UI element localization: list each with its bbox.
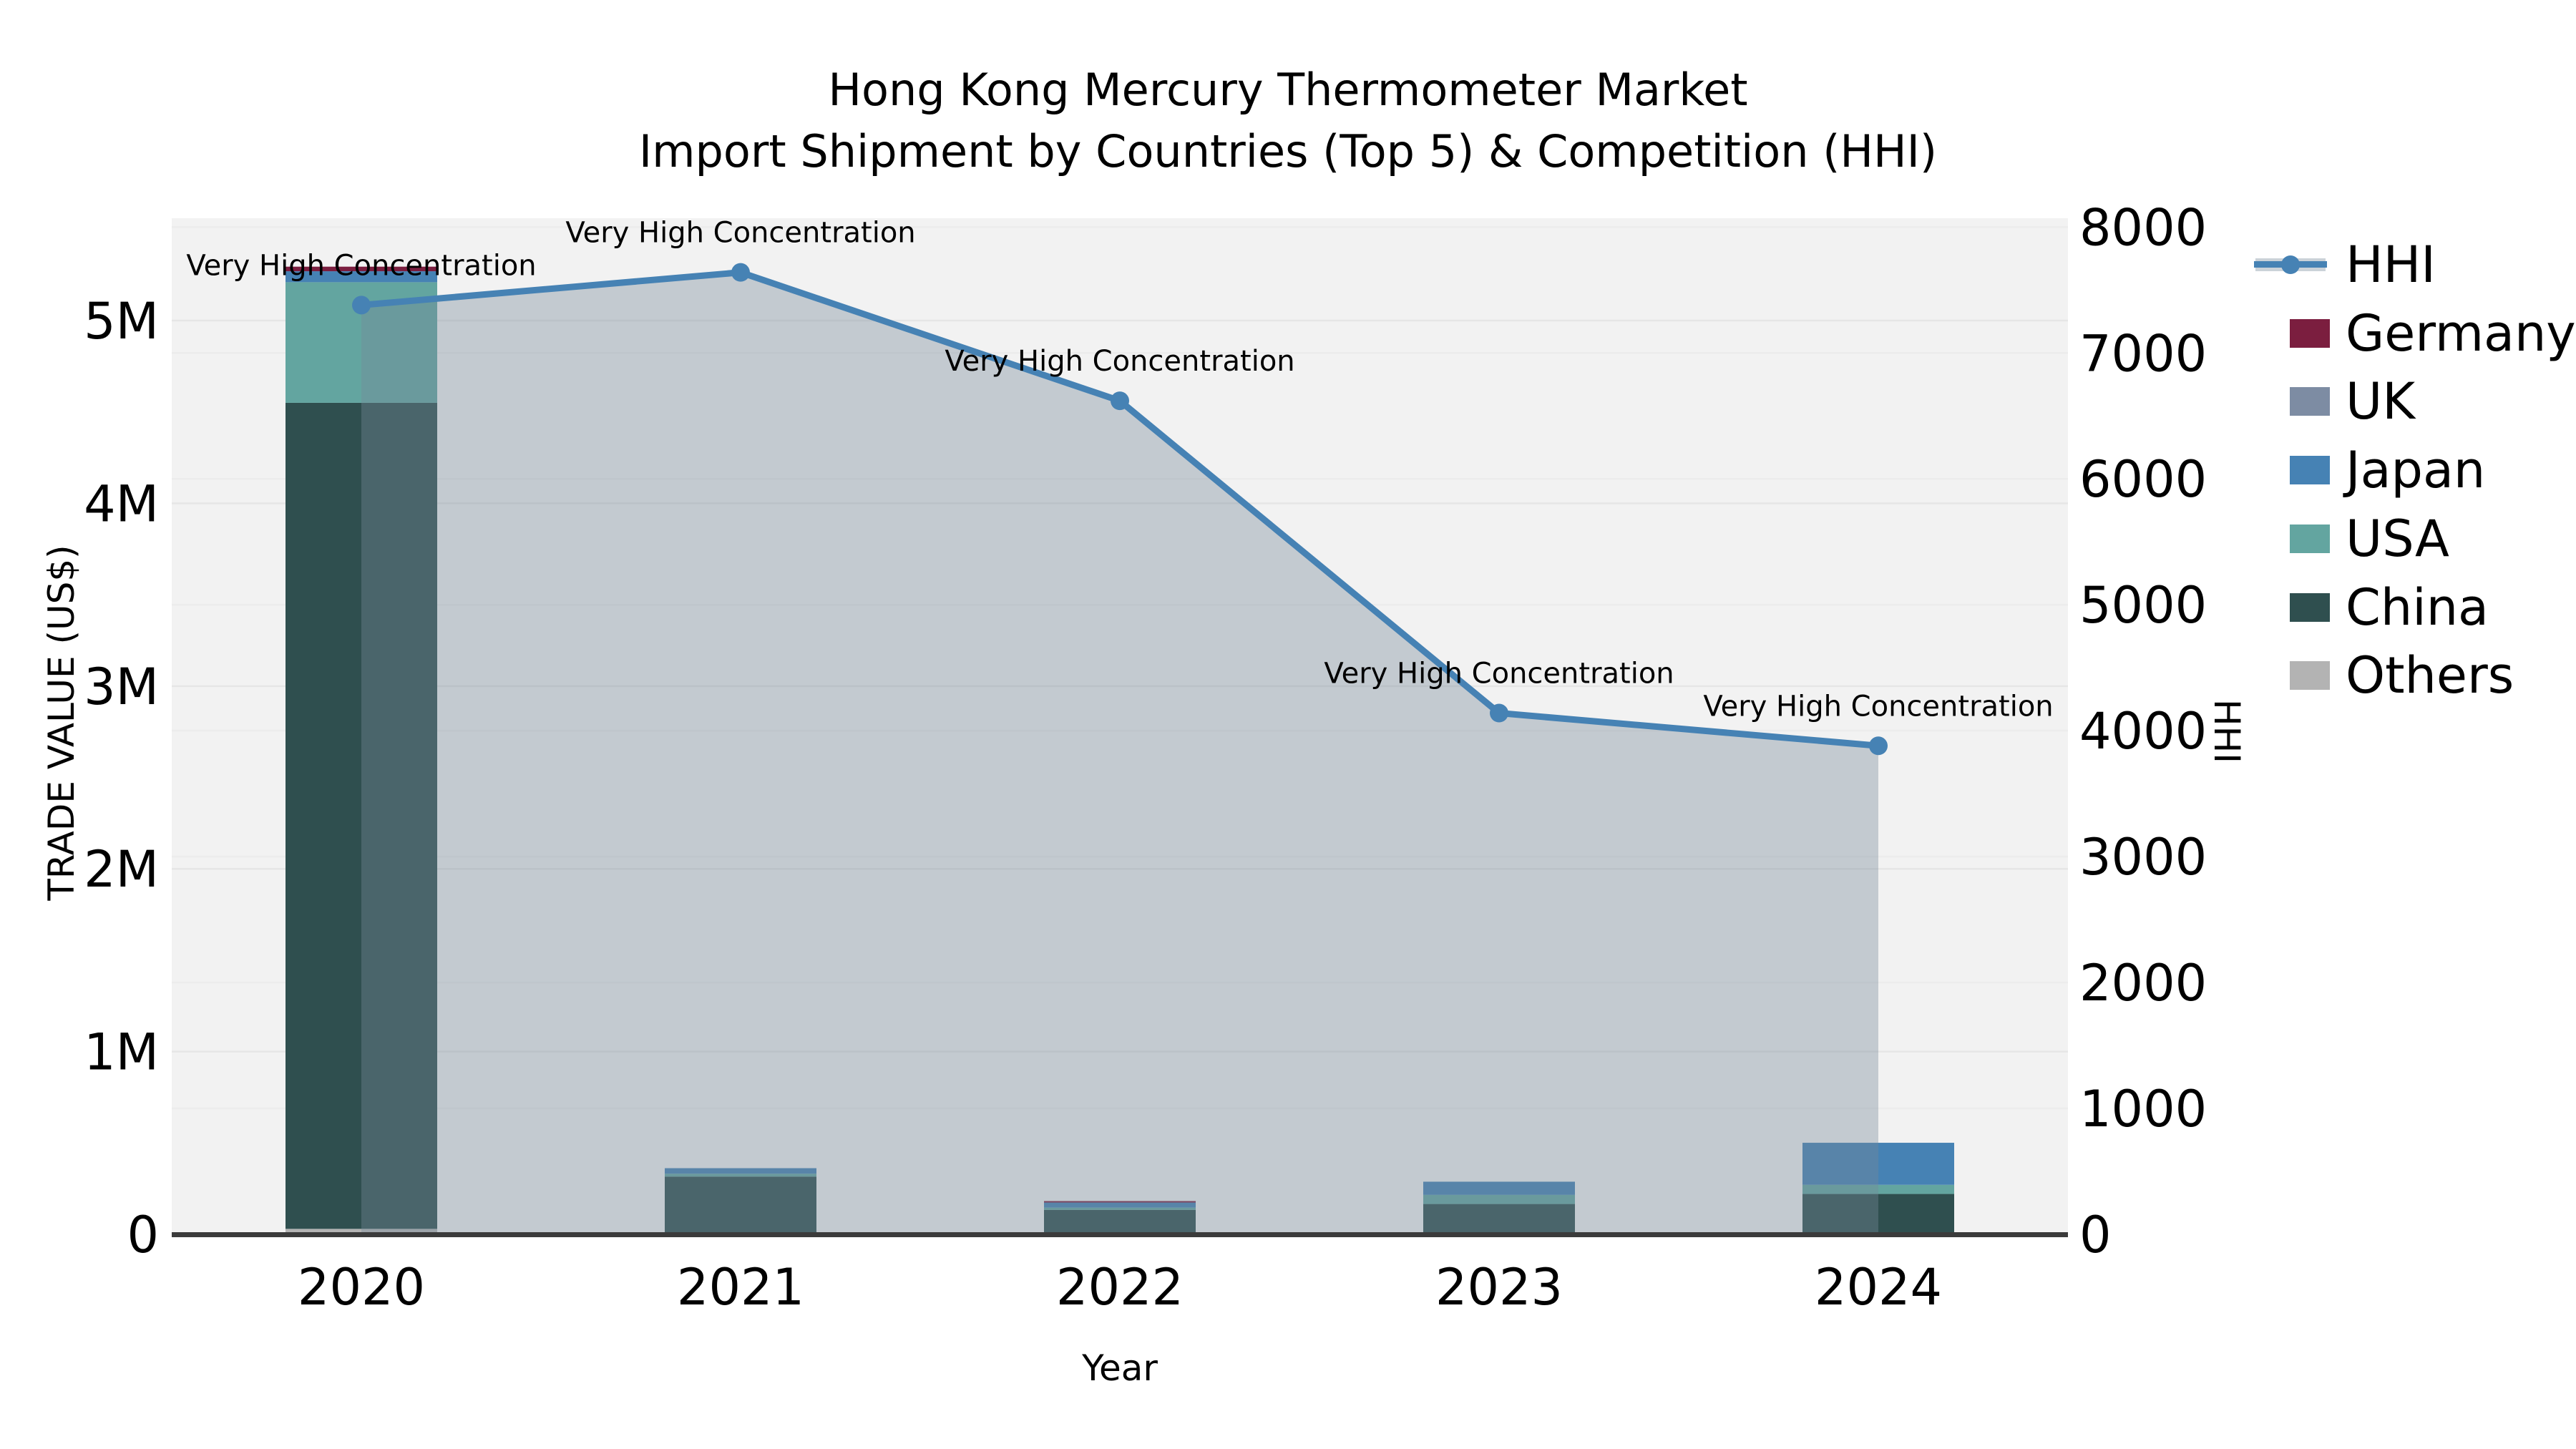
legend-label: USA — [2346, 509, 2449, 568]
plot-background — [172, 218, 2068, 1237]
left-axis-title: TRADE VALUE (US$) — [41, 545, 82, 901]
bar-segment-usa-2023 — [1423, 1194, 1575, 1204]
left-tick-label: 2M — [84, 840, 159, 899]
legend-item-germany: Germany — [2254, 299, 2576, 368]
hhi-area — [361, 272, 1878, 1234]
others-swatch — [2290, 661, 2330, 691]
bar-segment-japan-2023 — [1423, 1181, 1575, 1195]
right-tick-label: 6000 — [2079, 450, 2207, 509]
legend-item-china: China — [2254, 573, 2576, 642]
hhi-marker-2023 — [1490, 703, 1508, 723]
left-tick-label: 4M — [84, 474, 159, 533]
annotation-2023: Very High Concentration — [1324, 658, 1674, 691]
legend-label: HHI — [2346, 235, 2436, 294]
x-axis-spine — [172, 1232, 2068, 1237]
japan-swatch — [2290, 456, 2330, 485]
legend-label: UK — [2346, 372, 2416, 431]
legend-item-uk: UK — [2254, 367, 2576, 436]
right-tick-label: 4000 — [2079, 702, 2207, 761]
legend-label: Japan — [2346, 441, 2486, 500]
china-swatch — [2290, 592, 2330, 622]
annotation-2020: Very High Concentration — [186, 249, 536, 282]
bar-segment-japan-2021 — [665, 1168, 816, 1174]
legend-label: Others — [2346, 646, 2514, 706]
bar-segment-usa-2021 — [665, 1174, 816, 1177]
left-tick-label: 5M — [84, 292, 159, 351]
bar-segment-others-2020 — [286, 1229, 437, 1234]
uk-swatch — [2290, 387, 2330, 416]
x-tick-label: 2022 — [1056, 1258, 1184, 1317]
right-tick-label: 5000 — [2079, 576, 2207, 635]
chart-title: Hong Kong Mercury Thermometer Market — [828, 64, 1748, 116]
annotation-2022: Very High Concentration — [945, 345, 1294, 378]
usa-swatch — [2290, 524, 2330, 553]
x-tick-label: 2020 — [298, 1258, 425, 1317]
bar-segment-china-2020 — [286, 402, 437, 1229]
hhi-marker-2024 — [1869, 736, 1888, 756]
x-tick-label: 2023 — [1435, 1258, 1563, 1317]
hhi-marker-2022 — [1111, 391, 1129, 411]
annotation-2021: Very High Concentration — [565, 217, 915, 250]
bar-segment-germany-2020 — [286, 266, 437, 272]
x-tick-label: 2021 — [677, 1258, 804, 1317]
left-tick-label: 0 — [127, 1206, 159, 1264]
chart-subtitle: Import Shipment by Countries (Top 5) & C… — [638, 125, 1938, 177]
left-tick-label: 1M — [84, 1023, 159, 1082]
bar-segment-china-2021 — [665, 1176, 816, 1234]
hhi-marker-2021 — [731, 263, 750, 282]
annotation-2024: Very High Concentration — [1703, 690, 2053, 723]
bar-segment-china-2024 — [1802, 1194, 1954, 1234]
right-tick-label: 8000 — [2079, 198, 2207, 257]
hhi-marker-swatch — [2281, 255, 2300, 274]
legend-label: Germany — [2346, 303, 2576, 363]
right-tick-label: 1000 — [2079, 1080, 2207, 1138]
bar-segment-germany-2022 — [1044, 1201, 1196, 1203]
legend-item-hhi: HHI — [2254, 230, 2576, 299]
right-tick-label: 7000 — [2079, 324, 2207, 383]
bar-segment-japan-2020 — [286, 271, 437, 283]
bar-segment-japan-2022 — [1044, 1202, 1196, 1208]
x-tick-label: 2024 — [1815, 1258, 1942, 1317]
legend-item-japan: Japan — [2254, 436, 2576, 504]
bar-segment-usa-2024 — [1802, 1184, 1954, 1194]
legend-label: China — [2346, 577, 2489, 637]
bar-segment-china-2022 — [1044, 1209, 1196, 1234]
germany-swatch — [2290, 318, 2330, 348]
right-tick-label: 3000 — [2079, 828, 2207, 887]
right-axis-title: HHI — [2206, 699, 2248, 763]
x-axis-title: Year — [1082, 1347, 1158, 1389]
bar-segment-china-2023 — [1423, 1204, 1575, 1234]
right-tick-label: 2000 — [2079, 954, 2207, 1013]
legend-item-others: Others — [2254, 641, 2576, 710]
hhi-marker-2020 — [352, 296, 371, 315]
bar-segment-usa-2022 — [1044, 1207, 1196, 1210]
bar-segment-japan-2024 — [1802, 1143, 1954, 1185]
legend-item-usa: USA — [2254, 504, 2576, 573]
left-tick-label: 3M — [84, 658, 159, 716]
right-tick-label: 0 — [2079, 1206, 2112, 1264]
